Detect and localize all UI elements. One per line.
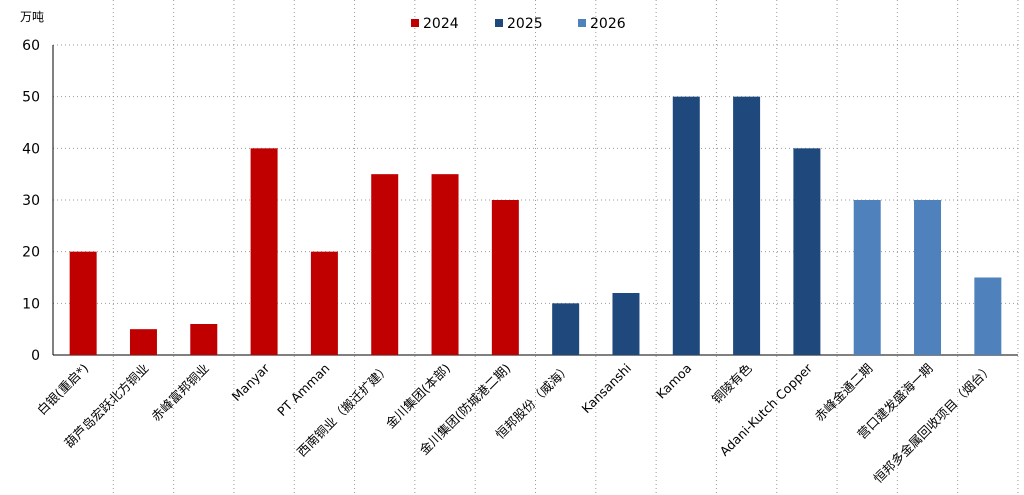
bar	[853, 200, 881, 355]
bars	[69, 96, 1002, 356]
bar	[310, 251, 338, 355]
bar	[612, 293, 640, 355]
bar	[491, 200, 519, 355]
bar	[190, 324, 218, 355]
legend-swatch	[411, 19, 419, 27]
y-tick-label: 30	[22, 193, 40, 209]
bar	[552, 303, 580, 355]
bar	[69, 251, 97, 355]
y-tick-label: 50	[22, 90, 40, 106]
bar	[914, 200, 942, 355]
bar	[371, 174, 399, 355]
y-tick-label: 10	[22, 296, 40, 312]
bar	[793, 148, 821, 355]
bar	[733, 96, 761, 356]
bar	[129, 329, 157, 355]
gridlines	[53, 0, 1019, 495]
y-tick-label: 60	[22, 38, 40, 54]
legend-label: 2024	[423, 16, 459, 32]
bar	[672, 96, 700, 356]
legend-swatch	[578, 19, 586, 27]
legend: 2024 2025 2026	[411, 16, 626, 32]
bar	[431, 174, 459, 355]
bar	[250, 148, 278, 355]
y-tick-label: 20	[22, 245, 40, 261]
legend-swatch	[495, 19, 503, 27]
legend-label: 2025	[507, 16, 543, 32]
legend-label: 2026	[590, 16, 626, 32]
bar	[974, 277, 1002, 355]
y-axis-unit-label: 万吨	[20, 10, 44, 24]
y-tick-label: 40	[22, 141, 40, 157]
y-tick-label: 0	[31, 348, 40, 364]
